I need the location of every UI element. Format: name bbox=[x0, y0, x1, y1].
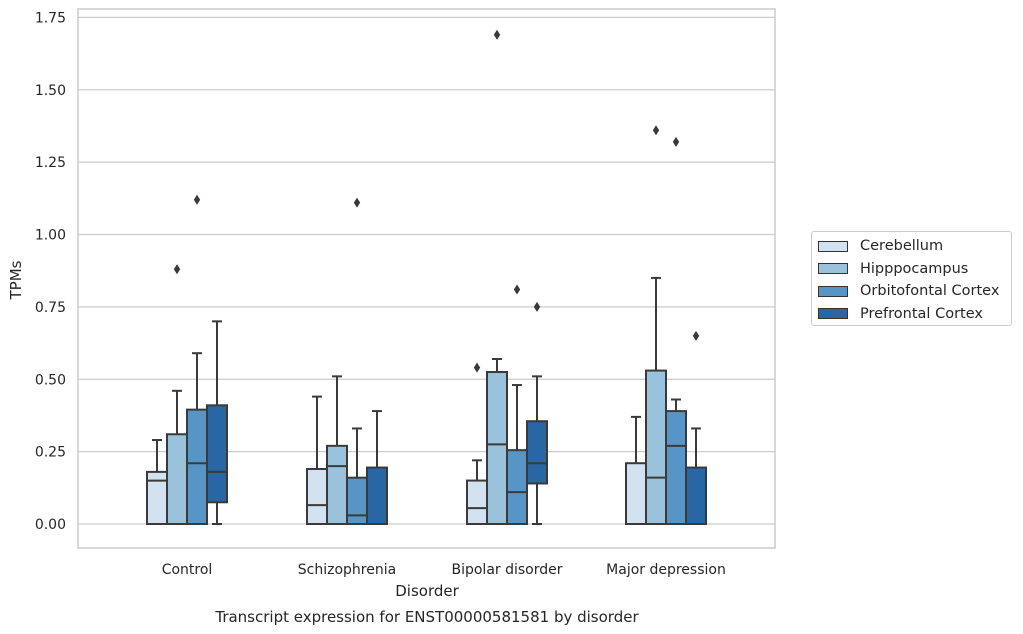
y-tick-label: 1.50 bbox=[35, 83, 66, 99]
x-tick-label: Bipolar disorder bbox=[451, 562, 562, 578]
outlier-point bbox=[692, 330, 700, 341]
box-iqr bbox=[645, 369, 667, 525]
box-groups bbox=[146, 29, 707, 526]
y-tick-label: 1.25 bbox=[35, 155, 66, 171]
box-cerebellum bbox=[625, 415, 647, 525]
chart-title: Transcript expression for ENST0000058158… bbox=[214, 608, 639, 626]
legend-item: Orbitofontal Cortex bbox=[818, 280, 1011, 303]
legend-swatch bbox=[818, 263, 848, 275]
outlier-point bbox=[193, 194, 201, 205]
legend-label: Prefrontal Cortex bbox=[860, 305, 983, 322]
y-tick-label: 1.75 bbox=[35, 10, 66, 26]
box-iqr bbox=[206, 404, 228, 504]
plot-frame bbox=[77, 8, 776, 549]
y-tick-labels: 0.00 0.25 0.50 0.75 1.00 1.25 1.50 1.75 bbox=[35, 10, 66, 533]
box-iqr bbox=[306, 467, 328, 525]
y-tick-label: 0.75 bbox=[35, 300, 66, 316]
legend-swatch bbox=[818, 308, 848, 320]
y-tick-label: 1.00 bbox=[35, 228, 66, 244]
y-tick-label: 0.00 bbox=[35, 517, 66, 533]
box-iqr bbox=[665, 410, 687, 525]
outlier-point bbox=[353, 197, 361, 208]
box-iqr bbox=[506, 449, 528, 525]
legend: Cerebellum Hipppocampus Orbitofontal Corte… bbox=[811, 231, 1012, 326]
legend-label: Orbitofontal Cortex bbox=[860, 283, 1000, 300]
box-iqr bbox=[366, 466, 388, 525]
box-cerebellum bbox=[146, 439, 168, 526]
legend-label: Hipppocampus bbox=[860, 260, 969, 277]
legend-swatch bbox=[818, 240, 848, 252]
x-axis-title: Disorder bbox=[395, 582, 459, 600]
box-prefrontal-cortex bbox=[685, 330, 707, 525]
box-cerebellum bbox=[306, 395, 328, 525]
box-iqr bbox=[625, 462, 647, 525]
box-iqr bbox=[166, 433, 188, 526]
box-hipppocampus bbox=[645, 125, 667, 525]
x-tick-label: Major depression bbox=[606, 562, 726, 578]
outlier-point bbox=[173, 264, 181, 275]
legend-item: Hipppocampus bbox=[818, 258, 1011, 281]
outlier-point bbox=[533, 301, 541, 312]
x-tick-label: Schizophrenia bbox=[298, 562, 396, 578]
box-iqr bbox=[486, 371, 508, 526]
legend-item: Cerebellum bbox=[818, 235, 1011, 258]
box-iqr bbox=[685, 466, 707, 525]
box-iqr bbox=[466, 479, 488, 526]
box-cerebellum bbox=[466, 362, 488, 526]
x-tick-labels: Control Schizophrenia Bipolar disorder Majo… bbox=[162, 562, 726, 578]
outlier-point bbox=[652, 125, 660, 136]
y-tick-label: 0.25 bbox=[35, 445, 66, 461]
legend-label: Cerebellum bbox=[860, 238, 944, 255]
box-hipppocampus bbox=[166, 264, 188, 526]
box-orbitofontal-cortex bbox=[506, 284, 528, 525]
box-orbitofontal-cortex bbox=[186, 194, 208, 525]
outlier-point bbox=[672, 136, 680, 147]
outlier-point bbox=[493, 29, 501, 40]
legend-swatch bbox=[818, 285, 848, 297]
box-prefrontal-cortex bbox=[526, 301, 548, 525]
box-prefrontal-cortex bbox=[366, 410, 388, 525]
y-axis-title: TPMs bbox=[7, 260, 25, 300]
outlier-point bbox=[513, 284, 521, 295]
x-tick-label: Control bbox=[162, 562, 213, 578]
box-orbitofontal-cortex bbox=[346, 197, 368, 525]
box-orbitofontal-cortex bbox=[665, 136, 687, 525]
box-iqr bbox=[526, 420, 548, 485]
box-hipppocampus bbox=[326, 375, 348, 525]
box-iqr bbox=[186, 408, 208, 525]
y-tick-label: 0.50 bbox=[35, 372, 66, 388]
box-iqr bbox=[326, 444, 348, 525]
legend-item: Prefrontal Cortex bbox=[818, 303, 1011, 326]
box-hipppocampus bbox=[486, 29, 508, 526]
box-prefrontal-cortex bbox=[206, 320, 228, 525]
box-iqr bbox=[346, 476, 368, 525]
outlier-point bbox=[473, 362, 481, 373]
